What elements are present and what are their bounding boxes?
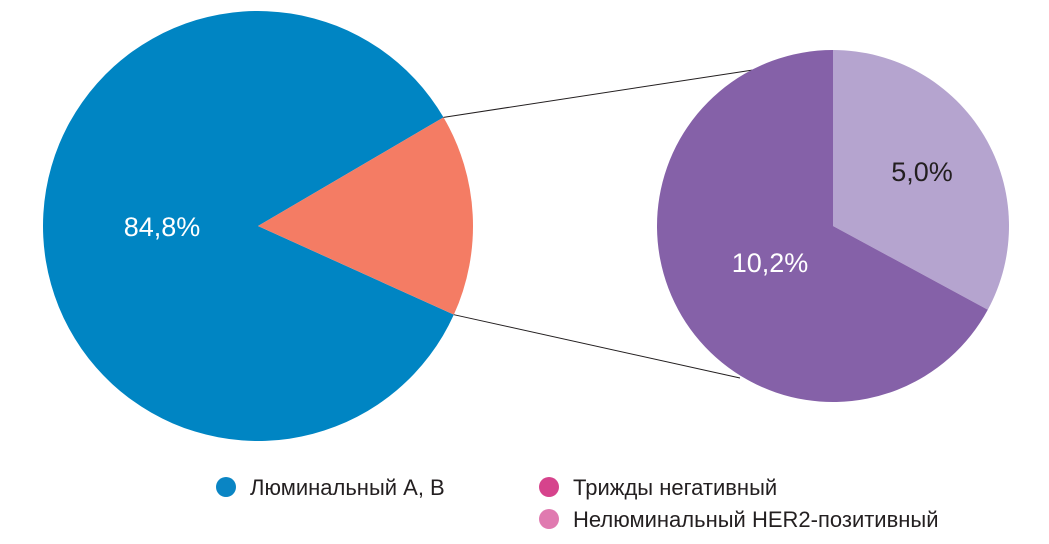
connector-line-bottom <box>453 314 741 379</box>
data-label-main-0: 84,8% <box>124 212 201 242</box>
data-labels: 84,8% 5,0% 10,2% <box>124 157 953 278</box>
main-pie-slice-0 <box>43 11 454 442</box>
legend-label-1: Трижды негативный <box>573 475 777 500</box>
secondary-pie <box>657 50 1009 403</box>
data-label-secondary-0: 5,0% <box>891 157 953 187</box>
legend-marker-0 <box>216 477 236 497</box>
main-pie-slice-1 <box>258 117 473 315</box>
legend-marker-2 <box>539 509 559 529</box>
legend-item-1: Трижды негативный <box>539 475 777 500</box>
data-label-secondary-1: 10,2% <box>732 248 809 278</box>
legend-marker-1 <box>539 477 559 497</box>
legend-item-0: Люминальный А, В <box>216 475 445 500</box>
legend-label-2: Нелюминальный HER2-позитивный <box>573 507 939 532</box>
legend-item-2: Нелюминальный HER2-позитивный <box>539 507 939 532</box>
connector-lines <box>443 69 754 379</box>
secondary-pie-slice-1 <box>657 50 988 403</box>
secondary-pie-slice-0 <box>833 50 1009 310</box>
legend-label-0: Люминальный А, В <box>250 475 445 500</box>
connector-line-top <box>443 69 754 118</box>
legend: Люминальный А, В Трижды негативный Нелюм… <box>216 475 939 532</box>
main-pie <box>43 11 473 442</box>
